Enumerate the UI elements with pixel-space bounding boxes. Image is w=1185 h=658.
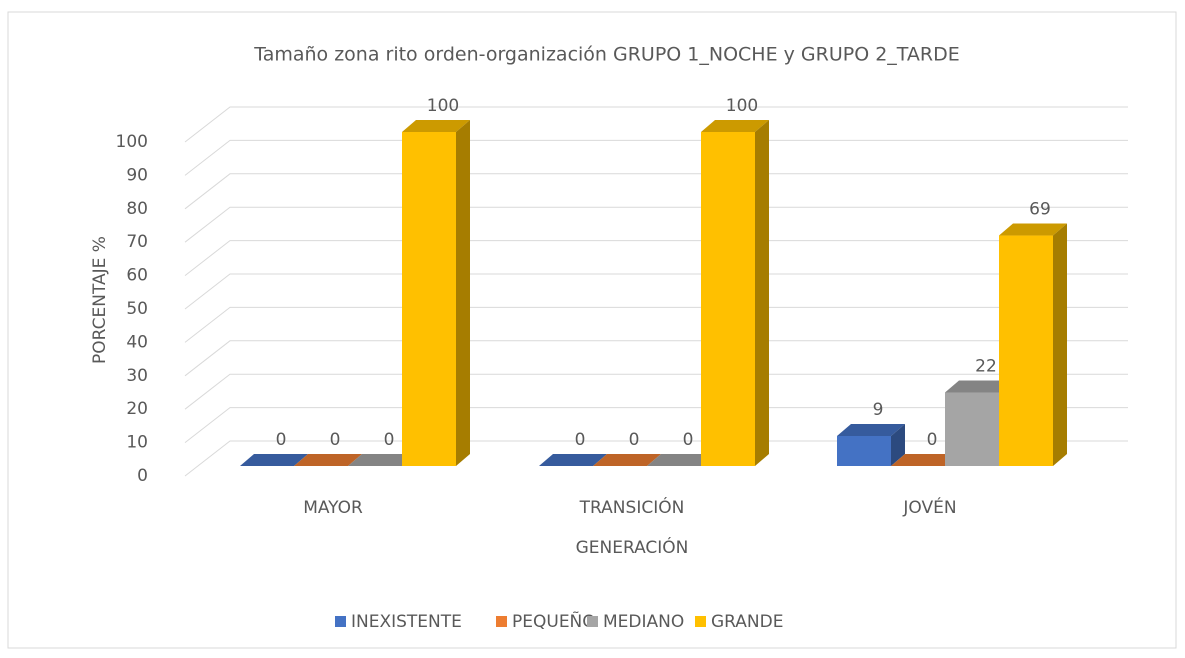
legend-swatch bbox=[695, 616, 706, 627]
bar-top bbox=[945, 380, 1013, 393]
grid-line bbox=[184, 106, 1128, 143]
data-label: 0 bbox=[384, 430, 395, 450]
legend-swatch bbox=[587, 616, 598, 627]
bar-top bbox=[539, 454, 607, 466]
legend-swatch bbox=[335, 616, 346, 627]
y-tick-label: 10 bbox=[126, 433, 148, 453]
grid-line bbox=[184, 306, 1128, 343]
x-tick-label: JOVÉN bbox=[902, 496, 956, 518]
bar-top bbox=[240, 454, 308, 466]
x-tick-label: TRANSICIÓN bbox=[579, 496, 685, 518]
bar-top bbox=[701, 120, 769, 132]
bar-side bbox=[456, 120, 470, 466]
grid-line bbox=[184, 139, 1128, 176]
data-label: 100 bbox=[427, 96, 459, 116]
y-tick-label: 80 bbox=[126, 199, 148, 219]
legend-label: MEDIANO bbox=[603, 612, 684, 632]
legend-swatch bbox=[496, 616, 507, 627]
data-label: 69 bbox=[1029, 200, 1051, 220]
legend-label: GRANDE bbox=[711, 612, 783, 632]
data-label: 0 bbox=[927, 430, 938, 450]
bar bbox=[945, 392, 999, 466]
legend-label: INEXISTENTE bbox=[351, 612, 462, 632]
y-tick-label: 100 bbox=[116, 132, 148, 152]
y-tick-label: 40 bbox=[126, 332, 148, 352]
grid-line bbox=[184, 173, 1128, 210]
grid-line bbox=[184, 273, 1128, 310]
grid-line bbox=[184, 373, 1128, 410]
y-tick-label: 50 bbox=[126, 299, 148, 319]
y-tick-label: 60 bbox=[126, 266, 148, 286]
data-label: 0 bbox=[575, 430, 586, 450]
bar-side bbox=[1053, 223, 1067, 466]
bar-top bbox=[294, 454, 362, 466]
bar-top bbox=[402, 120, 470, 132]
y-tick-label: 0 bbox=[137, 466, 148, 486]
data-label: 22 bbox=[975, 357, 997, 377]
grid-line bbox=[184, 407, 1128, 443]
data-label: 0 bbox=[276, 430, 287, 450]
bar-top bbox=[647, 454, 715, 466]
y-tick-label: 30 bbox=[126, 366, 148, 386]
grid-line bbox=[184, 240, 1128, 276]
bar-top bbox=[593, 454, 661, 466]
grid-line bbox=[184, 440, 1128, 477]
x-axis-title: GENERACIÓN bbox=[576, 536, 689, 558]
legend-label: PEQUEÑO bbox=[512, 610, 596, 632]
data-label: 0 bbox=[683, 430, 694, 450]
y-tick-label: 90 bbox=[126, 165, 148, 185]
data-label: 0 bbox=[330, 430, 341, 450]
chart-border bbox=[7, 11, 1177, 649]
bar-top bbox=[837, 423, 905, 436]
bar-top bbox=[348, 454, 416, 466]
x-tick-label: MAYOR bbox=[303, 498, 363, 518]
bar bbox=[837, 435, 891, 466]
bar-side bbox=[755, 120, 769, 466]
y-axis-title: PORCENTAJE % bbox=[90, 236, 110, 364]
bar-top bbox=[999, 223, 1067, 236]
data-label: 9 bbox=[873, 400, 884, 420]
bar-side bbox=[891, 423, 905, 466]
chart-title: Tamaño zona rito orden-organización GRUP… bbox=[253, 44, 960, 66]
bar-top bbox=[891, 454, 959, 466]
y-tick-label: 20 bbox=[126, 399, 148, 419]
data-label: 0 bbox=[629, 430, 640, 450]
y-tick-label: 70 bbox=[126, 232, 148, 252]
grid-line bbox=[184, 206, 1128, 243]
data-label: 100 bbox=[726, 96, 758, 116]
bar bbox=[701, 132, 755, 466]
bar bbox=[999, 235, 1053, 466]
bar bbox=[402, 132, 456, 466]
grid-line bbox=[184, 340, 1128, 377]
